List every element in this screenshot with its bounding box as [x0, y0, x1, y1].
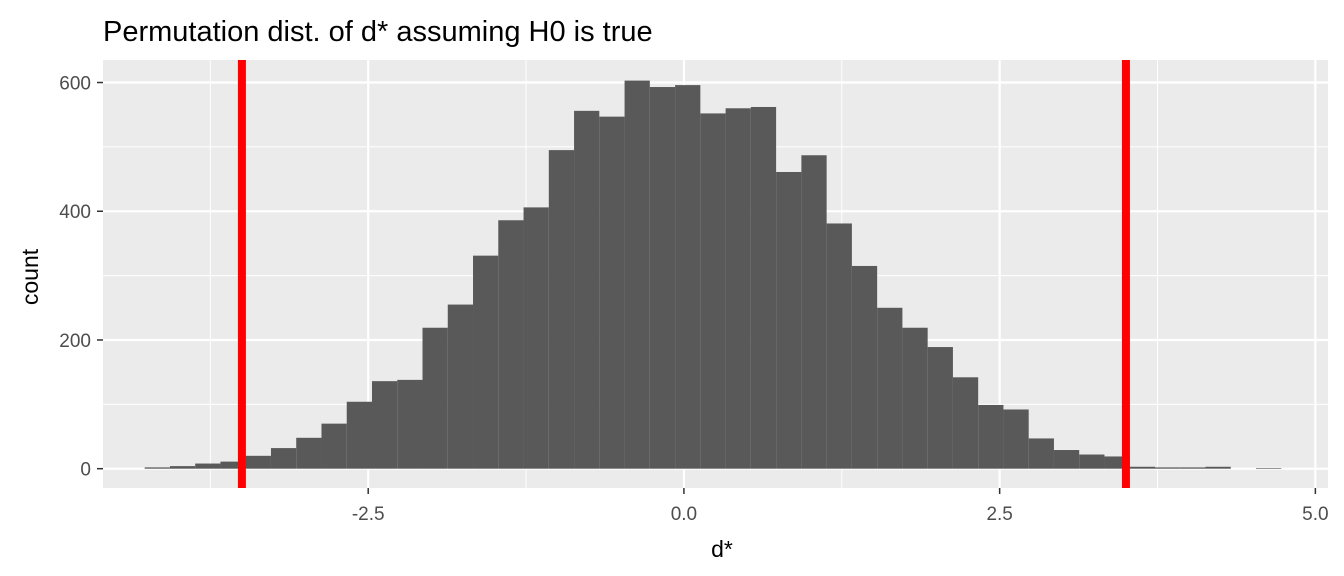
y-tick-label: 0 — [80, 460, 91, 481]
x-tick-label: 2.5 — [986, 504, 1012, 525]
histogram-bar — [1129, 466, 1155, 469]
histogram-bar — [826, 223, 852, 469]
histogram-bar — [1003, 409, 1029, 469]
histogram-bars — [144, 80, 1282, 469]
histogram-bar — [1205, 466, 1231, 469]
histogram-bar — [321, 423, 347, 469]
histogram-bar — [548, 150, 575, 469]
histogram-bar — [1028, 438, 1054, 469]
histogram-bar — [498, 220, 524, 469]
histogram-bar — [169, 466, 196, 469]
histogram-bar — [523, 207, 549, 469]
histogram-bar — [574, 110, 600, 469]
chart-title: Permutation dist. of d* assuming H0 is t… — [103, 16, 653, 48]
histogram-bar — [624, 80, 650, 469]
histogram-bar — [1053, 450, 1080, 469]
histogram-bar — [447, 304, 474, 469]
histogram-bar — [851, 265, 878, 469]
histogram-bar — [422, 327, 448, 469]
y-tick-label: 600 — [59, 74, 91, 95]
histogram-bar — [144, 467, 170, 469]
histogram-bar — [371, 381, 398, 469]
histogram-bar — [599, 116, 625, 469]
histogram-bar — [776, 171, 802, 469]
histogram-bar — [750, 106, 777, 469]
histogram-bar — [296, 437, 322, 469]
y-axis-title: count — [17, 248, 43, 305]
x-tick-label: -2.5 — [352, 504, 385, 525]
histogram-bar — [801, 155, 827, 469]
histogram-bar — [195, 463, 221, 469]
histogram-bar — [877, 307, 903, 469]
histogram-bar — [649, 87, 676, 469]
x-tick-label: 5.0 — [1302, 504, 1328, 525]
y-tick-label: 200 — [59, 331, 91, 352]
histogram-bar — [902, 327, 928, 469]
histogram-bar — [927, 347, 953, 469]
histogram-bar — [1079, 454, 1105, 469]
histogram-bar — [1180, 467, 1206, 469]
histogram-bar — [397, 379, 423, 469]
histogram-bar — [245, 455, 271, 469]
histogram-bar — [220, 461, 246, 469]
x-axis: -2.5 0.0 2.5 5.0 — [352, 488, 1329, 525]
y-axis: 0 200 400 600 — [59, 74, 103, 481]
histogram-bar — [270, 448, 297, 469]
x-axis-title: d* — [711, 536, 733, 562]
histogram-bar — [1154, 467, 1181, 469]
histogram-bar — [473, 255, 499, 469]
histogram-bar — [952, 377, 979, 469]
histogram-bar — [346, 401, 372, 469]
histogram-bar — [700, 113, 726, 469]
x-tick-label: 0.0 — [671, 504, 697, 525]
histogram-bar — [725, 108, 751, 469]
y-tick-label: 400 — [59, 202, 91, 223]
reference-lines — [237, 60, 1130, 488]
histogram-bar — [675, 85, 701, 469]
histogram-bar — [1256, 468, 1282, 469]
histogram-bar — [978, 404, 1004, 469]
